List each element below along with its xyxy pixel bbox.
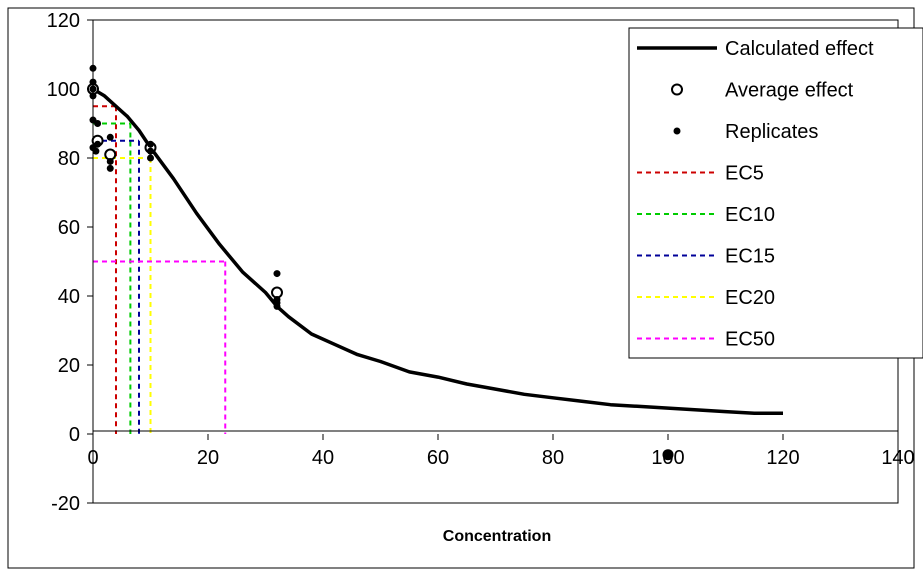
replicate-point-19 xyxy=(662,449,674,461)
series xyxy=(87,64,783,461)
replicate-point-7 xyxy=(94,120,102,127)
replicate-point-13 xyxy=(147,147,154,155)
x-axis-title: Concentration xyxy=(443,528,551,545)
replicate-point-6 xyxy=(92,147,100,155)
tick-marks xyxy=(87,19,899,504)
y-tick-label-6: 100 xyxy=(47,79,80,101)
legend-label-ec15: EC15 xyxy=(725,246,775,268)
legend-label-calculated-effect: Calculated effect xyxy=(725,38,874,60)
x-tick-label-4: 80 xyxy=(542,447,564,469)
replicate-point-15 xyxy=(273,270,281,278)
legend-label-ec50: EC50 xyxy=(725,329,775,351)
y-tick-label-1: 0 xyxy=(69,424,80,446)
x-tick-label-6: 120 xyxy=(766,447,799,469)
y-tick-label-7: 120 xyxy=(47,10,80,32)
replicate-point-8 xyxy=(94,140,102,148)
legend-label-replicates: Replicates xyxy=(725,121,818,143)
replicate-point-1 xyxy=(89,78,97,86)
replicate-point-3 xyxy=(89,85,97,93)
y-tick-label-2: 20 xyxy=(58,355,80,377)
x-tick-label-2: 40 xyxy=(312,447,334,469)
ec-lines xyxy=(93,105,227,434)
y-tick-label-3: 40 xyxy=(58,286,80,308)
legend-swatch-replicates xyxy=(673,127,681,135)
replicate-point-14 xyxy=(147,154,154,162)
replicate-point-11 xyxy=(106,164,114,172)
legend-label-ec5: EC5 xyxy=(725,163,764,185)
x-tick-label-5: 100 xyxy=(651,447,684,469)
y-tick-label-4: 60 xyxy=(58,217,80,239)
tick-labels: -20 0 20 40 60 80 100 120 0 20 40 60 80 100 120 140 xyxy=(47,10,915,515)
y-tick-label-0: -20 xyxy=(51,493,80,515)
y-tick-label-5: 80 xyxy=(58,148,80,170)
replicate-point-10 xyxy=(106,157,114,165)
replicate-point-18 xyxy=(273,302,281,310)
replicate-point-9 xyxy=(106,133,114,141)
axes xyxy=(92,20,898,503)
x-tick-label-1: 20 xyxy=(197,447,219,469)
x-tick-label-0: 0 xyxy=(87,447,98,469)
legend-swatch-average-effect xyxy=(671,83,683,96)
x-tick-label-7: 140 xyxy=(881,447,914,469)
x-tick-label-3: 60 xyxy=(427,447,449,469)
legend-label-average-effect: Average effect xyxy=(725,80,854,102)
replicate-point-12 xyxy=(147,140,154,148)
replicate-point-2 xyxy=(89,92,97,100)
legend-box xyxy=(628,27,923,359)
legend-label-ec20: EC20 xyxy=(725,287,775,309)
legend-label-ec10: EC10 xyxy=(725,204,775,226)
replicate-point-0 xyxy=(89,64,97,72)
legend: Calculated effect Average effect Replicate… xyxy=(628,27,923,359)
